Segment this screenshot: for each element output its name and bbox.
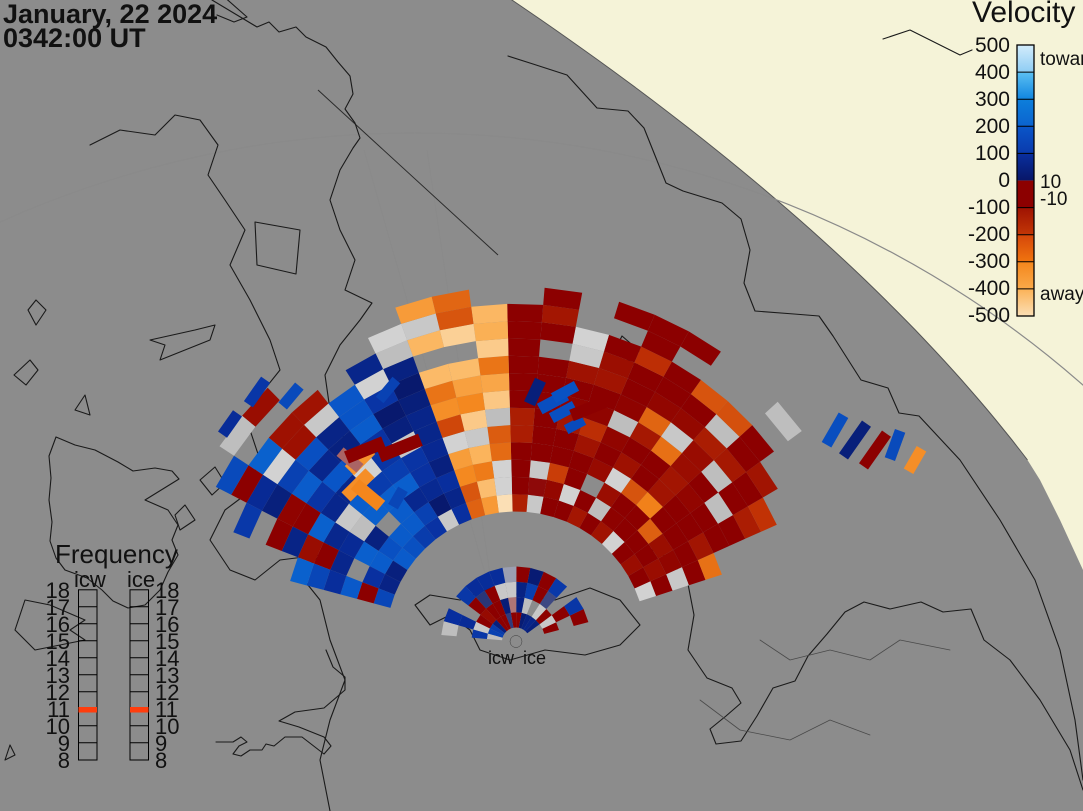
svg-text:0342:00 UT: 0342:00 UT	[3, 23, 146, 53]
svg-text:-300: -300	[968, 250, 1010, 273]
svg-text:-400: -400	[968, 277, 1010, 300]
svg-text:300: 300	[975, 88, 1010, 111]
svg-text:icw: icw	[488, 648, 515, 668]
svg-text:500: 500	[975, 34, 1010, 57]
svg-text:toward: toward	[1040, 49, 1083, 70]
svg-text:-100: -100	[968, 196, 1010, 219]
svg-text:-200: -200	[968, 223, 1010, 246]
svg-text:icw: icw	[74, 567, 106, 592]
svg-text:away: away	[1040, 284, 1083, 305]
svg-text:ice: ice	[523, 648, 546, 668]
svg-text:0: 0	[998, 169, 1010, 192]
svg-text:100: 100	[975, 142, 1010, 165]
svg-text:Frequency: Frequency	[55, 539, 178, 569]
svg-text:8: 8	[155, 748, 167, 773]
svg-text:200: 200	[975, 115, 1010, 138]
svg-text:-500: -500	[968, 304, 1010, 327]
svg-text:-10: -10	[1040, 189, 1067, 210]
svg-text:ice: ice	[127, 567, 155, 592]
svg-text:8: 8	[58, 748, 70, 773]
svg-text:400: 400	[975, 61, 1010, 84]
svg-text:Velocity (m/s): Velocity (m/s)	[972, 0, 1083, 29]
